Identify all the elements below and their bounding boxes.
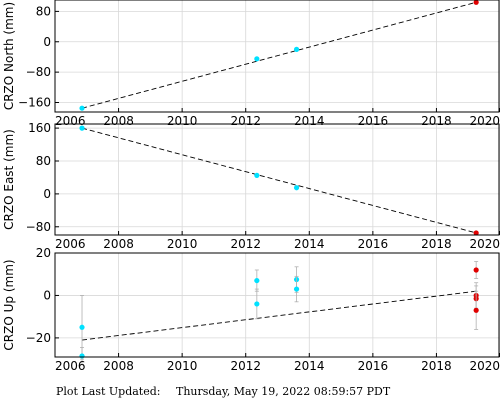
data-point <box>254 277 260 284</box>
y-tick-label: −20 <box>26 331 51 345</box>
y-tick-label: 80 <box>36 4 51 18</box>
x-tick-label: 2008 <box>103 237 134 251</box>
trend-line <box>81 1 477 109</box>
axes-frame <box>54 0 500 113</box>
x-tick-label: 2016 <box>358 237 389 251</box>
x-tick-label: 2006 <box>55 359 86 373</box>
y-tick-label: 0 <box>43 35 51 49</box>
trend-line <box>81 127 477 234</box>
data-point <box>293 185 300 191</box>
x-tick-label: 2010 <box>167 359 198 373</box>
data-point <box>79 353 85 359</box>
y-tick-label: −80 <box>26 220 51 234</box>
y-tick-label: 160 <box>28 121 51 135</box>
data-point <box>293 286 300 292</box>
x-tick-label: 2014 <box>294 237 325 251</box>
y-tick-label: 0 <box>43 288 51 302</box>
data-point <box>473 267 479 273</box>
y-tick-label: 80 <box>36 154 51 168</box>
data-point <box>254 56 260 62</box>
y-axis-label: CRZO North (mm) <box>2 2 16 110</box>
data-point <box>473 230 479 236</box>
data-point <box>79 324 85 330</box>
x-tick-label: 2012 <box>230 237 261 251</box>
axes-frame <box>54 123 500 236</box>
y-axis-label: CRZO Up (mm) <box>2 259 16 350</box>
axes-frame <box>54 252 500 358</box>
y-tick-label: −160 <box>18 96 51 110</box>
data-point <box>254 301 260 307</box>
x-tick-label: 2012 <box>230 359 261 373</box>
x-tick-label: 2020 <box>469 359 500 373</box>
y-tick-label: 20 <box>36 246 51 260</box>
last-updated-label: Plot Last Updated: <box>56 385 161 398</box>
data-point <box>293 46 300 52</box>
x-tick-label: 2020 <box>469 114 500 128</box>
x-tick-label: 2020 <box>469 237 500 251</box>
data-point <box>473 0 479 5</box>
x-tick-label: 2018 <box>421 359 452 373</box>
x-tick-label: 2018 <box>421 237 452 251</box>
y-tick-label: 0 <box>43 187 51 201</box>
x-tick-label: 2008 <box>103 359 134 373</box>
data-point <box>79 125 85 131</box>
y-axis-label: CRZO East (mm) <box>2 129 16 230</box>
x-tick-label: 2014 <box>294 359 325 373</box>
x-tick-label: 2010 <box>167 237 198 251</box>
data-point <box>473 307 479 313</box>
footer: Plot Last Updated: Thursday, May 19, 202… <box>56 385 390 398</box>
data-point <box>79 105 85 111</box>
x-tick-label: 2016 <box>358 359 389 373</box>
data-point <box>254 172 260 178</box>
y-tick-label: −80 <box>26 65 51 79</box>
trend-line <box>81 290 477 341</box>
x-tick-label: 2006 <box>55 237 86 251</box>
last-updated-timestamp: Thursday, May 19, 2022 08:59:57 PDT <box>175 385 391 398</box>
